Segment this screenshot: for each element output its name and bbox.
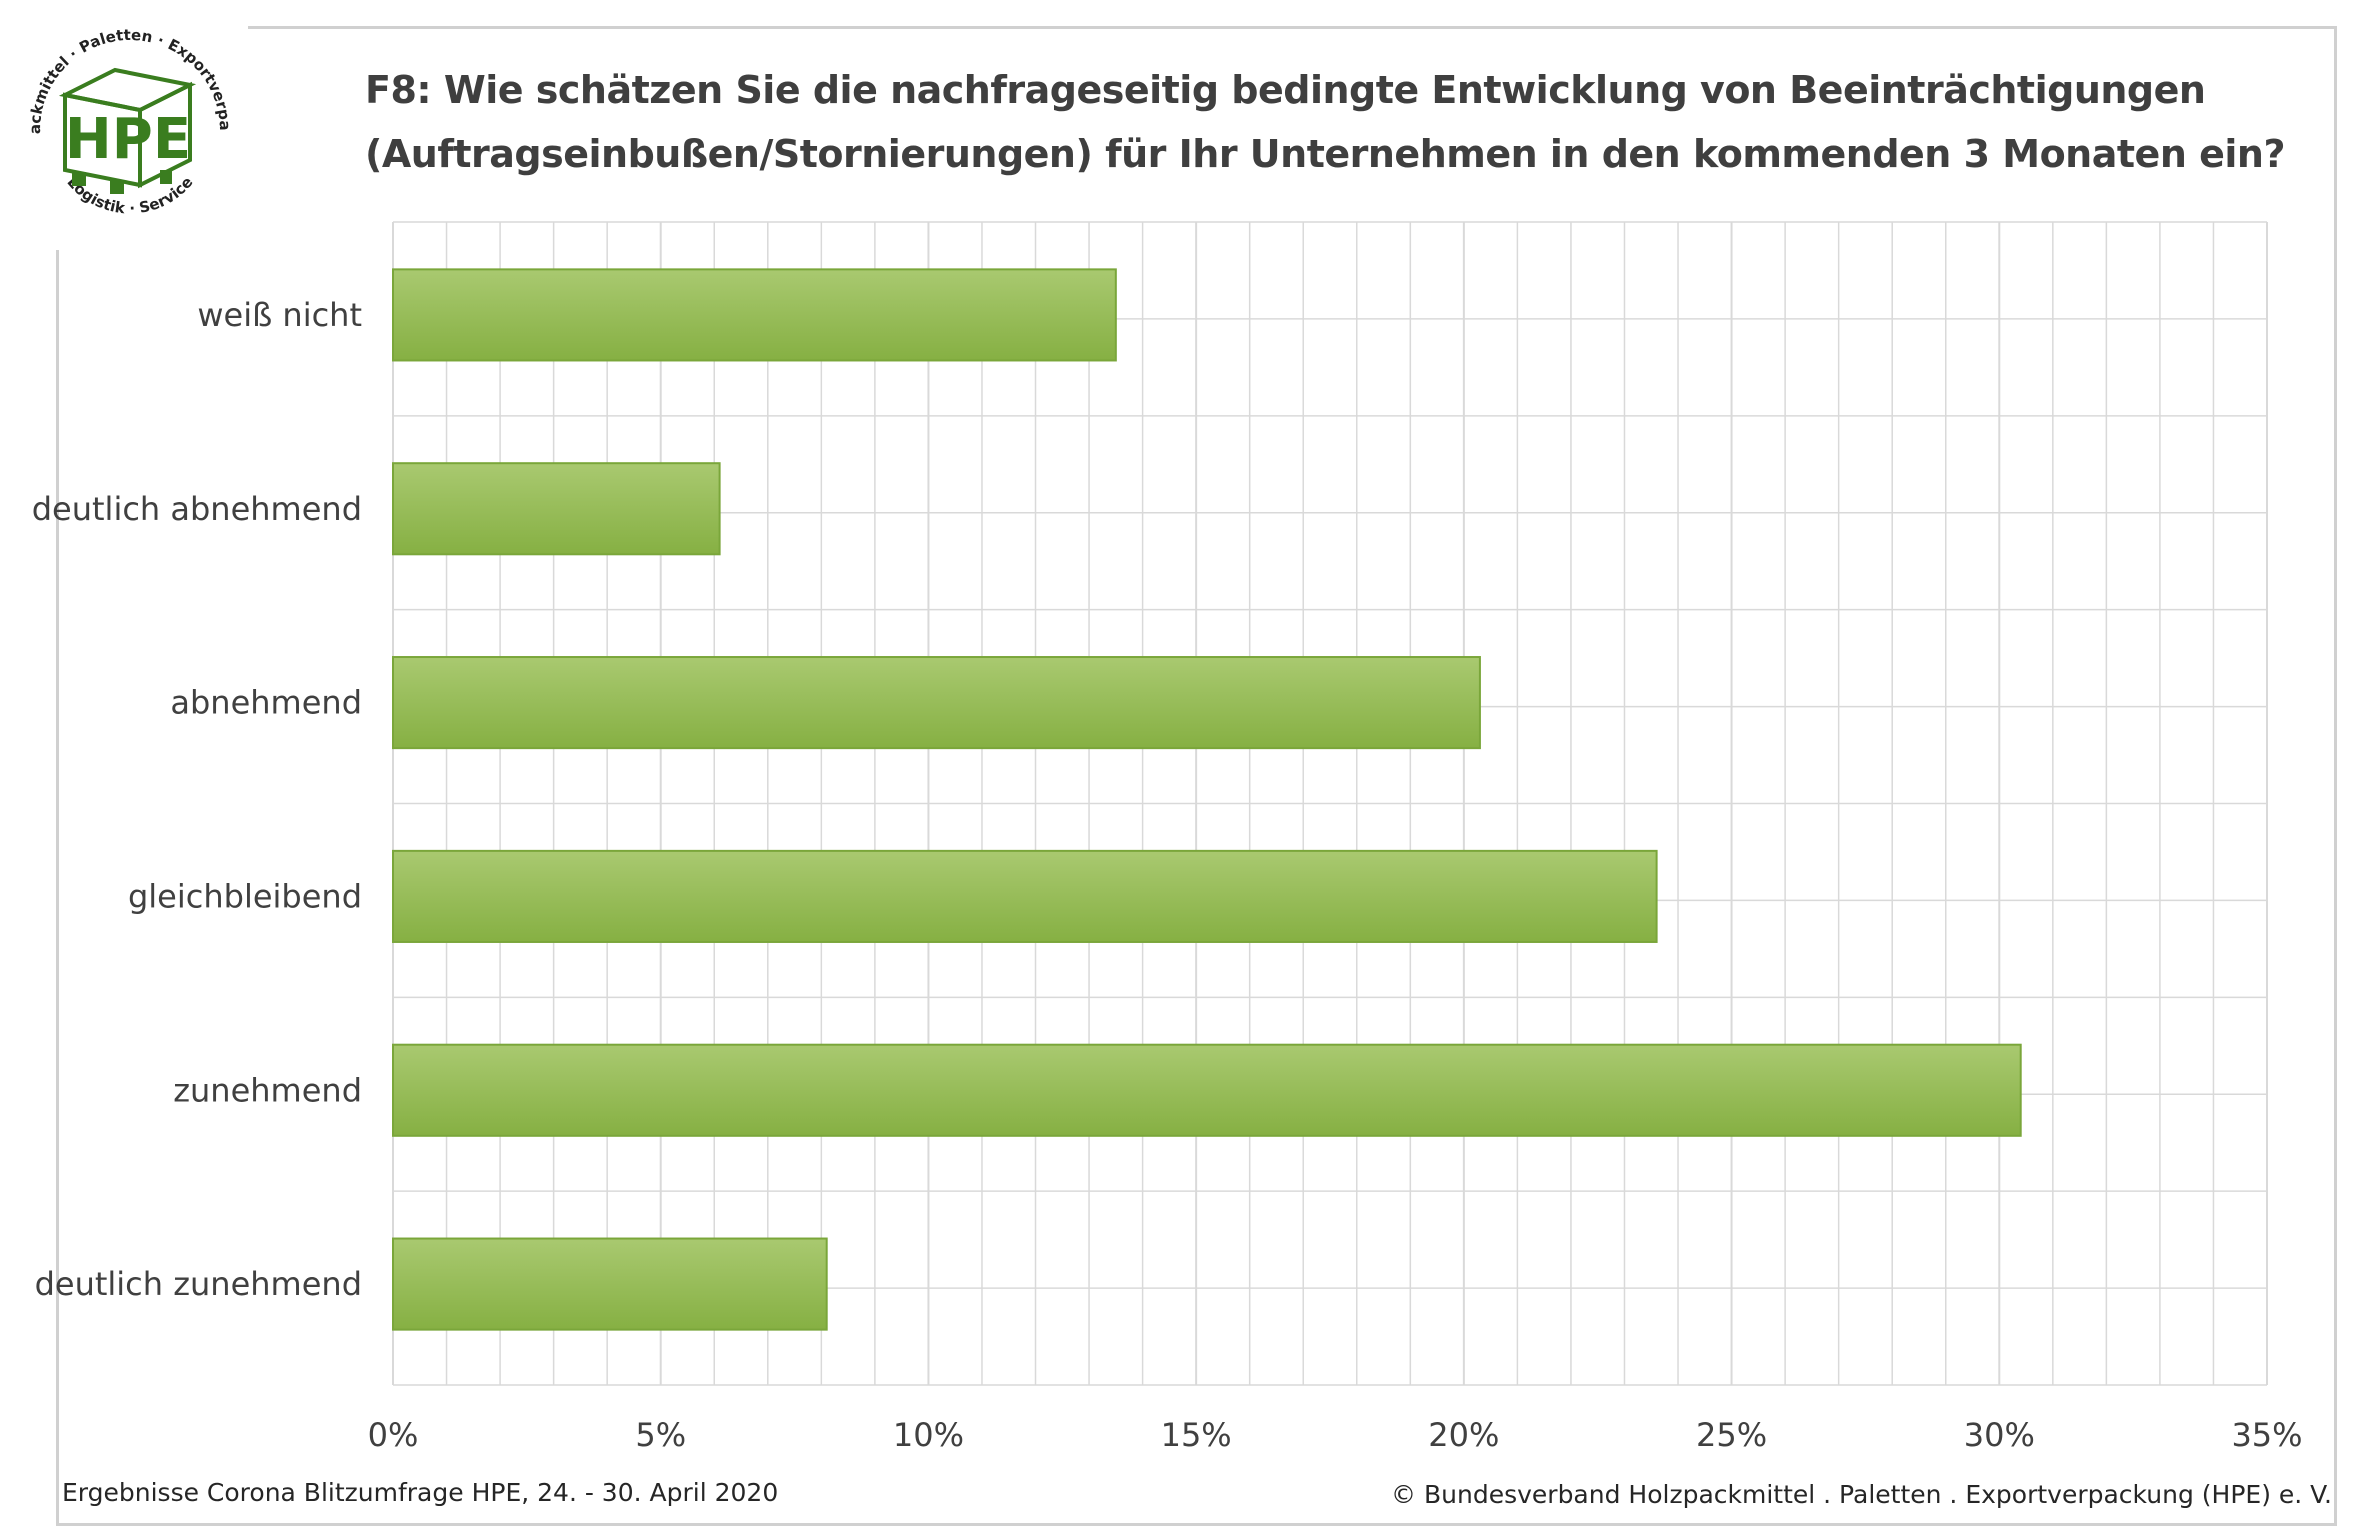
x-tick-label: 25% [1696, 1416, 1767, 1454]
bar [392, 849, 1658, 943]
category-label: abnehmend [170, 684, 362, 722]
category-label: gleichbleibend [128, 877, 362, 915]
grid-lines [392, 221, 2268, 1386]
chart-title-line-2: (Auftragseinbußen/Stornierungen) für Ihr… [365, 132, 2286, 176]
logo-pallet-icon [58, 67, 197, 194]
logo-hpe-text: HPE [65, 107, 191, 172]
hpe-logo: Holzpackmittel · Paletten · Exportverpac… [10, 10, 234, 217]
chart-title-line-1: F8: Wie schätzen Sie die nachfrageseitig… [365, 68, 2206, 112]
bars [392, 268, 2022, 1331]
footer-source: Ergebnisse Corona Blitzumfrage HPE, 24. … [62, 1478, 779, 1507]
frame-top-line [248, 26, 2336, 29]
footer-copyright: © Bundesverband Holzpackmittel . Palette… [1391, 1480, 2332, 1509]
bar [392, 462, 721, 556]
frame-left-line [56, 250, 59, 1526]
x-tick-label: 5% [635, 1416, 686, 1454]
bar [392, 656, 1481, 750]
x-tick-labels: 0% 5% 10% 15% 20% 25% 30% 35% [368, 1416, 2303, 1454]
x-tick-label: 30% [1964, 1416, 2035, 1454]
category-label: deutlich zunehmend [35, 1265, 362, 1303]
category-label: deutlich abnehmend [32, 490, 362, 528]
frame-right-line [2334, 26, 2337, 1526]
category-label: weiß nicht [197, 296, 362, 334]
x-tick-label: 15% [1161, 1416, 1232, 1454]
x-tick-label: 0% [368, 1416, 419, 1454]
category-label: zunehmend [173, 1071, 362, 1109]
x-tick-label: 10% [893, 1416, 964, 1454]
category-labels: weiß nicht deutlich abnehmend abnehmend gle… [32, 296, 362, 1303]
x-tick-label: 20% [1428, 1416, 1499, 1454]
bar [392, 1237, 828, 1331]
bar [392, 268, 1117, 362]
bar [392, 1043, 2022, 1137]
x-tick-label: 35% [2231, 1416, 2302, 1454]
chart-title: F8: Wie schätzen Sie die nachfrageseitig… [365, 58, 2325, 186]
